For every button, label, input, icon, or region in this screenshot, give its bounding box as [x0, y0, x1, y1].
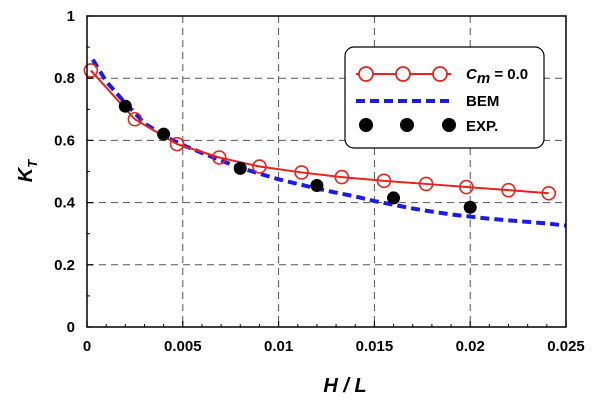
- legend-entry-exp: EXP.: [359, 118, 498, 135]
- legend-entry-cm: Cm = 0.0: [356, 66, 528, 87]
- y-axis-title-subscript: T: [25, 159, 40, 168]
- x-tick-label: 0.01: [264, 338, 293, 355]
- series-exp-marker: [387, 191, 401, 205]
- series-exp-marker: [310, 178, 324, 192]
- series-cm-marker: [252, 159, 267, 174]
- legend-marker-exp-1: [359, 118, 373, 132]
- legend-marker-cm-3: [432, 66, 448, 82]
- series-cm-marker: [211, 150, 227, 165]
- x-axis-title: H / L: [323, 375, 366, 397]
- series-cm-marker: [418, 176, 434, 192]
- y-axis-title: KT: [15, 159, 40, 182]
- series-bem-line: [91, 58, 567, 228]
- series-layer: [83, 58, 567, 228]
- legend-marker-exp-2: [400, 118, 414, 132]
- legend-label-cm-prefix: C: [466, 66, 478, 83]
- y-tick-label: 0.2: [54, 257, 75, 274]
- series-cm-marker: [83, 63, 99, 78]
- legend-label-bem: BEM: [466, 93, 499, 110]
- series-exp-marker: [157, 127, 171, 141]
- x-tick-label: 0: [83, 338, 91, 355]
- series-cm-marker: [127, 111, 143, 127]
- series-exp-marker: [463, 200, 477, 214]
- tick-labels: 0 0.005 0.01 0.015 0.02 0.025 0 0.2 0.4 0.6 0.8 1: [54, 8, 585, 355]
- legend-marker-exp-3: [442, 118, 456, 132]
- series-exp-marker: [233, 161, 247, 175]
- legend-label-exp: EXP.: [466, 118, 498, 135]
- series-cm-marker: [169, 136, 185, 152]
- series-cm-marker: [541, 185, 557, 201]
- legend-label-cm-suffix: = 0.0: [490, 66, 528, 83]
- y-tick-label: 0: [67, 319, 75, 336]
- legend-box: [344, 46, 545, 149]
- x-tick-label: 0.015: [356, 338, 394, 355]
- y-tick-label: 0.6: [54, 132, 75, 149]
- legend-entry-bem: BEM: [356, 93, 499, 110]
- legend-label-cm-subscript: m: [477, 70, 490, 87]
- series-cm-marker: [501, 182, 516, 198]
- y-tick-label: 1: [67, 8, 75, 25]
- x-tick-label: 0.005: [164, 338, 202, 355]
- legend: Cm = 0.0 BEM EXP.: [344, 46, 545, 149]
- legend-marker-cm-2: [395, 66, 411, 82]
- ticks: [86, 15, 567, 328]
- x-tick-label: 0.025: [547, 338, 585, 355]
- legend-label-cm: Cm = 0.0: [466, 66, 528, 87]
- series-cm-marker: [376, 173, 392, 189]
- x-tick-label: 0.02: [456, 338, 485, 355]
- legend-marker-cm-1: [358, 66, 374, 82]
- y-tick-label: 0.4: [54, 195, 76, 212]
- y-tick-label: 0.8: [54, 70, 75, 87]
- series-cm-marker: [334, 169, 350, 185]
- series-cm-marker: [294, 165, 309, 180]
- series-cm-marker: [459, 179, 474, 195]
- y-axis-title-main: K: [15, 166, 37, 182]
- series-exp-marker: [118, 99, 132, 113]
